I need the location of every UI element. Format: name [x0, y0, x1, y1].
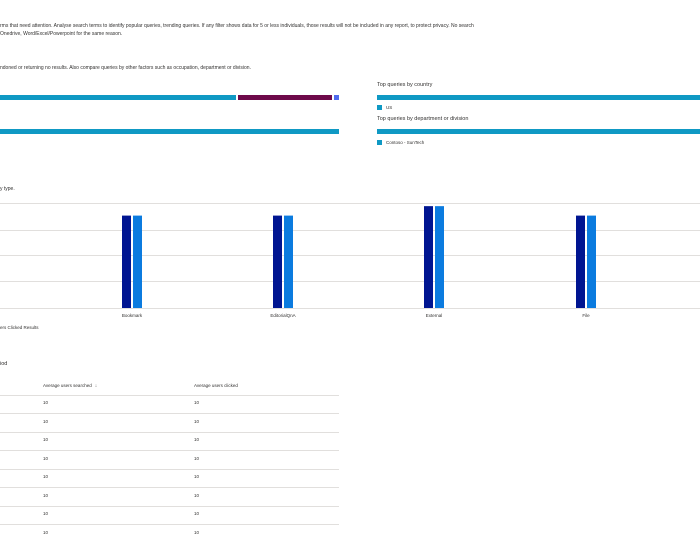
entity-type-chart: Bookmark EditorialQnA External File — [0, 203, 700, 318]
table-divider — [0, 505, 339, 507]
table-row[interactable]: 10 10 — [0, 489, 339, 507]
table-divider — [0, 487, 339, 488]
intro-line-2: Onedrive, Word/Excel/Powerpoint for the … — [0, 31, 123, 37]
chart-category-label: EditorialQnA — [270, 313, 295, 318]
top-department-title: Top queries by department or division — [377, 116, 469, 122]
sort-down-icon[interactable]: ↓ — [94, 383, 98, 389]
table-row[interactable]: 10 10 — [0, 507, 339, 525]
chart-legend-label: ers Clicked Results — [0, 325, 39, 330]
legend-label-contoso[interactable]: Contoso - SunTech — [386, 140, 425, 145]
legend-swatch-us — [377, 105, 382, 110]
cell-avg-clicked: 10 — [194, 492, 200, 498]
table-title: iod — [0, 361, 8, 367]
chart-bar[interactable] — [587, 215, 596, 308]
cell-avg-searched: 10 — [43, 437, 49, 442]
cell-avg-clicked: 10 — [194, 400, 200, 405]
cell-avg-clicked: 10 — [194, 418, 200, 424]
chart-bar[interactable] — [133, 215, 142, 308]
cell-avg-searched: 10 — [43, 400, 49, 405]
table-row[interactable]: 10 10 — [0, 415, 339, 433]
cell-avg-searched: 10 — [43, 474, 49, 479]
table-divider — [0, 395, 339, 396]
top-department-bar[interactable] — [377, 129, 700, 134]
table-divider — [0, 413, 339, 414]
chart-bar[interactable] — [435, 206, 444, 308]
table-row[interactable]: 10 10 — [0, 396, 339, 414]
chart-bar[interactable] — [576, 215, 585, 308]
cell-avg-searched: 10 — [43, 492, 49, 498]
legend-swatch-contoso — [377, 140, 382, 145]
chart-bar[interactable] — [424, 206, 433, 308]
abandoned-bar-segment-1[interactable] — [0, 95, 236, 100]
chart-category-label: External — [426, 313, 443, 318]
cell-avg-searched: 10 — [43, 455, 49, 461]
abandoned-bar-segment-2[interactable] — [238, 95, 332, 100]
cell-avg-searched: 10 — [43, 418, 49, 424]
abandoned-description: ndoned or returning no results. Also com… — [0, 65, 251, 71]
chart-bar[interactable] — [273, 215, 282, 308]
cell-avg-clicked: 10 — [194, 511, 200, 516]
table-divider — [0, 450, 339, 451]
table-row[interactable]: 10 10 — [0, 470, 339, 488]
top-country-title: Top queries by country — [377, 82, 433, 88]
column-header-avg-clicked[interactable]: Average users clicked — [194, 383, 238, 388]
chart-bar[interactable] — [122, 215, 131, 308]
column-header-avg-searched[interactable]: Average users searched ↓ — [43, 383, 98, 389]
legend-label-us[interactable]: US — [386, 105, 393, 110]
intro-line-1: rms that need attention. Analyse search … — [0, 23, 474, 29]
table-row[interactable]: 10 10 — [0, 433, 339, 451]
cell-avg-clicked: 10 — [194, 474, 200, 479]
entity-chart-heading: y type. — [0, 186, 15, 192]
abandoned-bar-segment-3[interactable] — [334, 95, 339, 100]
cell-avg-clicked: 10 — [194, 455, 200, 461]
chart-category-label: File — [582, 313, 590, 318]
table-divider — [0, 431, 339, 433]
no-results-bar[interactable] — [0, 129, 339, 134]
table-row[interactable]: 10 10 — [0, 526, 339, 535]
table-row[interactable]: 10 10 — [0, 452, 339, 470]
cell-avg-searched: 10 — [43, 529, 49, 535]
cell-avg-clicked: 10 — [194, 529, 200, 535]
cell-avg-clicked: 10 — [194, 437, 200, 442]
cell-avg-searched: 10 — [43, 511, 49, 516]
table-divider — [0, 524, 339, 525]
chart-category-label: Bookmark — [122, 313, 143, 318]
chart-bar[interactable] — [284, 215, 293, 308]
table-divider — [0, 468, 339, 470]
top-country-bar[interactable] — [377, 95, 700, 100]
